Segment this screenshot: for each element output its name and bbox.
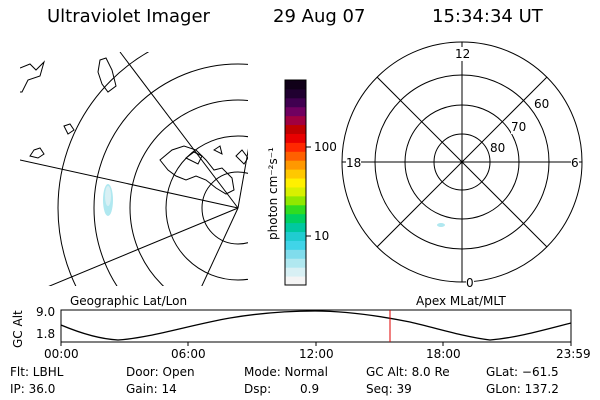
colorbar-cell [285,231,306,241]
status-filter: Flt: LBHL [10,365,64,379]
colorbar-cell [285,169,306,179]
status-gc-alt: GC Alt: 8.0 Re [366,365,450,379]
colorbar-tick-10: 10 [314,229,330,243]
mlt-label-0: 0 [466,276,474,290]
colorbar-cell [285,97,306,108]
polar-diagonal-2 [376,76,548,248]
coastlines [20,57,248,195]
colorbar-cell [285,186,306,197]
colorbar-cell [285,258,306,268]
altitude-ytick-high: 9.0 [36,305,56,319]
mlt-label-12: 12 [455,47,471,61]
colorbar-cell [285,267,306,277]
status-glat: GLat: −61.5 [486,365,559,379]
colorbar-frame [284,79,307,286]
colorbar-cell [285,213,306,224]
aurora-emission-left [103,184,113,216]
colorbar-unit-label: photon cm⁻²s⁻¹ [266,147,280,240]
colorbar-gradient [285,80,306,286]
colorbar-cell [285,142,306,152]
left-panel-label: Geographic Lat/Lon [70,294,188,308]
mlat-label-70: 70 [511,120,527,134]
altitude-x-ticks [60,342,572,346]
colorbar-cell [285,151,306,161]
geographic-map [20,52,248,286]
colorbar-cell [285,204,306,215]
colorbar-tick-100: 100 [314,140,337,154]
altitude-xtick-1200: 12:00 [299,347,334,361]
status-door: Door: Open [126,365,195,379]
status-dsp-label: Dsp: [244,382,272,396]
colorbar-cell [285,88,306,99]
latitude-circles [57,52,248,286]
meridian-lines [20,52,248,286]
altitude-ylabel: GC Alt [11,310,25,348]
polar-plot [341,41,583,283]
colorbar-cell [285,195,306,206]
altitude-xtick-2359: 23:59 [556,347,591,361]
altitude-xtick-0000: 00:00 [44,347,79,361]
colorbar-cell [285,178,306,188]
colorbar-cell [285,240,306,250]
colorbar-cell [285,133,306,143]
altitude-curve [61,310,571,341]
mlt-label-18: 18 [346,156,362,170]
mlat-label-60: 60 [534,97,550,111]
mlat-label-80: 80 [490,141,506,155]
altitude-xtick-0600: 06:00 [171,347,206,361]
colorbar-cell [285,124,306,134]
altitude-ytick-low: 1.8 [36,327,56,341]
status-gain: Gain: 14 [126,382,177,396]
status-seq: Seq: 39 [366,382,412,396]
right-panel-label: Apex MLat/MLT [416,294,506,308]
colorbar-cell [285,160,306,170]
altitude-plot [60,309,572,346]
status-dsp-value: 0.9 [300,382,320,396]
colorbar-cell [285,222,306,233]
header-date: 29 Aug 07 [273,6,366,27]
colorbar-cell [285,115,306,126]
aurora-emission-right [437,223,445,227]
colorbar-cell [285,106,306,117]
mlt-label-6: 6 [571,156,579,170]
status-glon: GLon: 137.2 [486,382,559,396]
status-mode: Mode: Normal [244,365,328,379]
colorbar-cell [285,276,306,286]
colorbar-cell [285,249,306,259]
instrument-title: Ultraviolet Imager [47,6,210,27]
altitude-xtick-1800: 18:00 [426,347,461,361]
header-time: 15:34:34 UT [432,6,543,27]
colorbar-cell [285,80,306,90]
colorbar [284,79,311,286]
status-ip: IP: 36.0 [10,382,56,396]
